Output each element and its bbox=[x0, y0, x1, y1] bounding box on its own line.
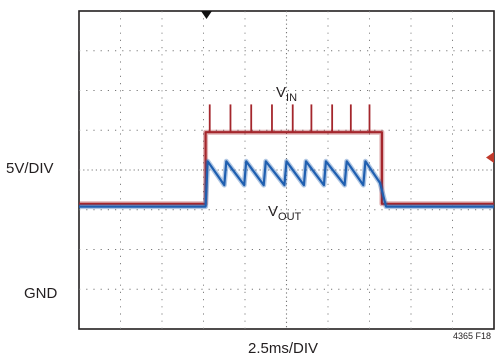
vout-trace-label: VOUT bbox=[268, 203, 302, 223]
trigger-marker-icon bbox=[201, 11, 212, 19]
figure-id-label: 4365 F18 bbox=[453, 331, 492, 341]
vin-trace bbox=[79, 131, 494, 205]
vout-trace bbox=[79, 160, 494, 208]
ground-level-marker-icon bbox=[486, 152, 494, 163]
vertical-scale-label: 5V/DIV bbox=[6, 160, 54, 177]
horizontal-scale-label: 2.5ms/DIV bbox=[248, 340, 319, 357]
ground-label: GND bbox=[24, 285, 58, 302]
traces bbox=[79, 104, 494, 210]
vin-trace-label: VIN bbox=[276, 84, 297, 104]
